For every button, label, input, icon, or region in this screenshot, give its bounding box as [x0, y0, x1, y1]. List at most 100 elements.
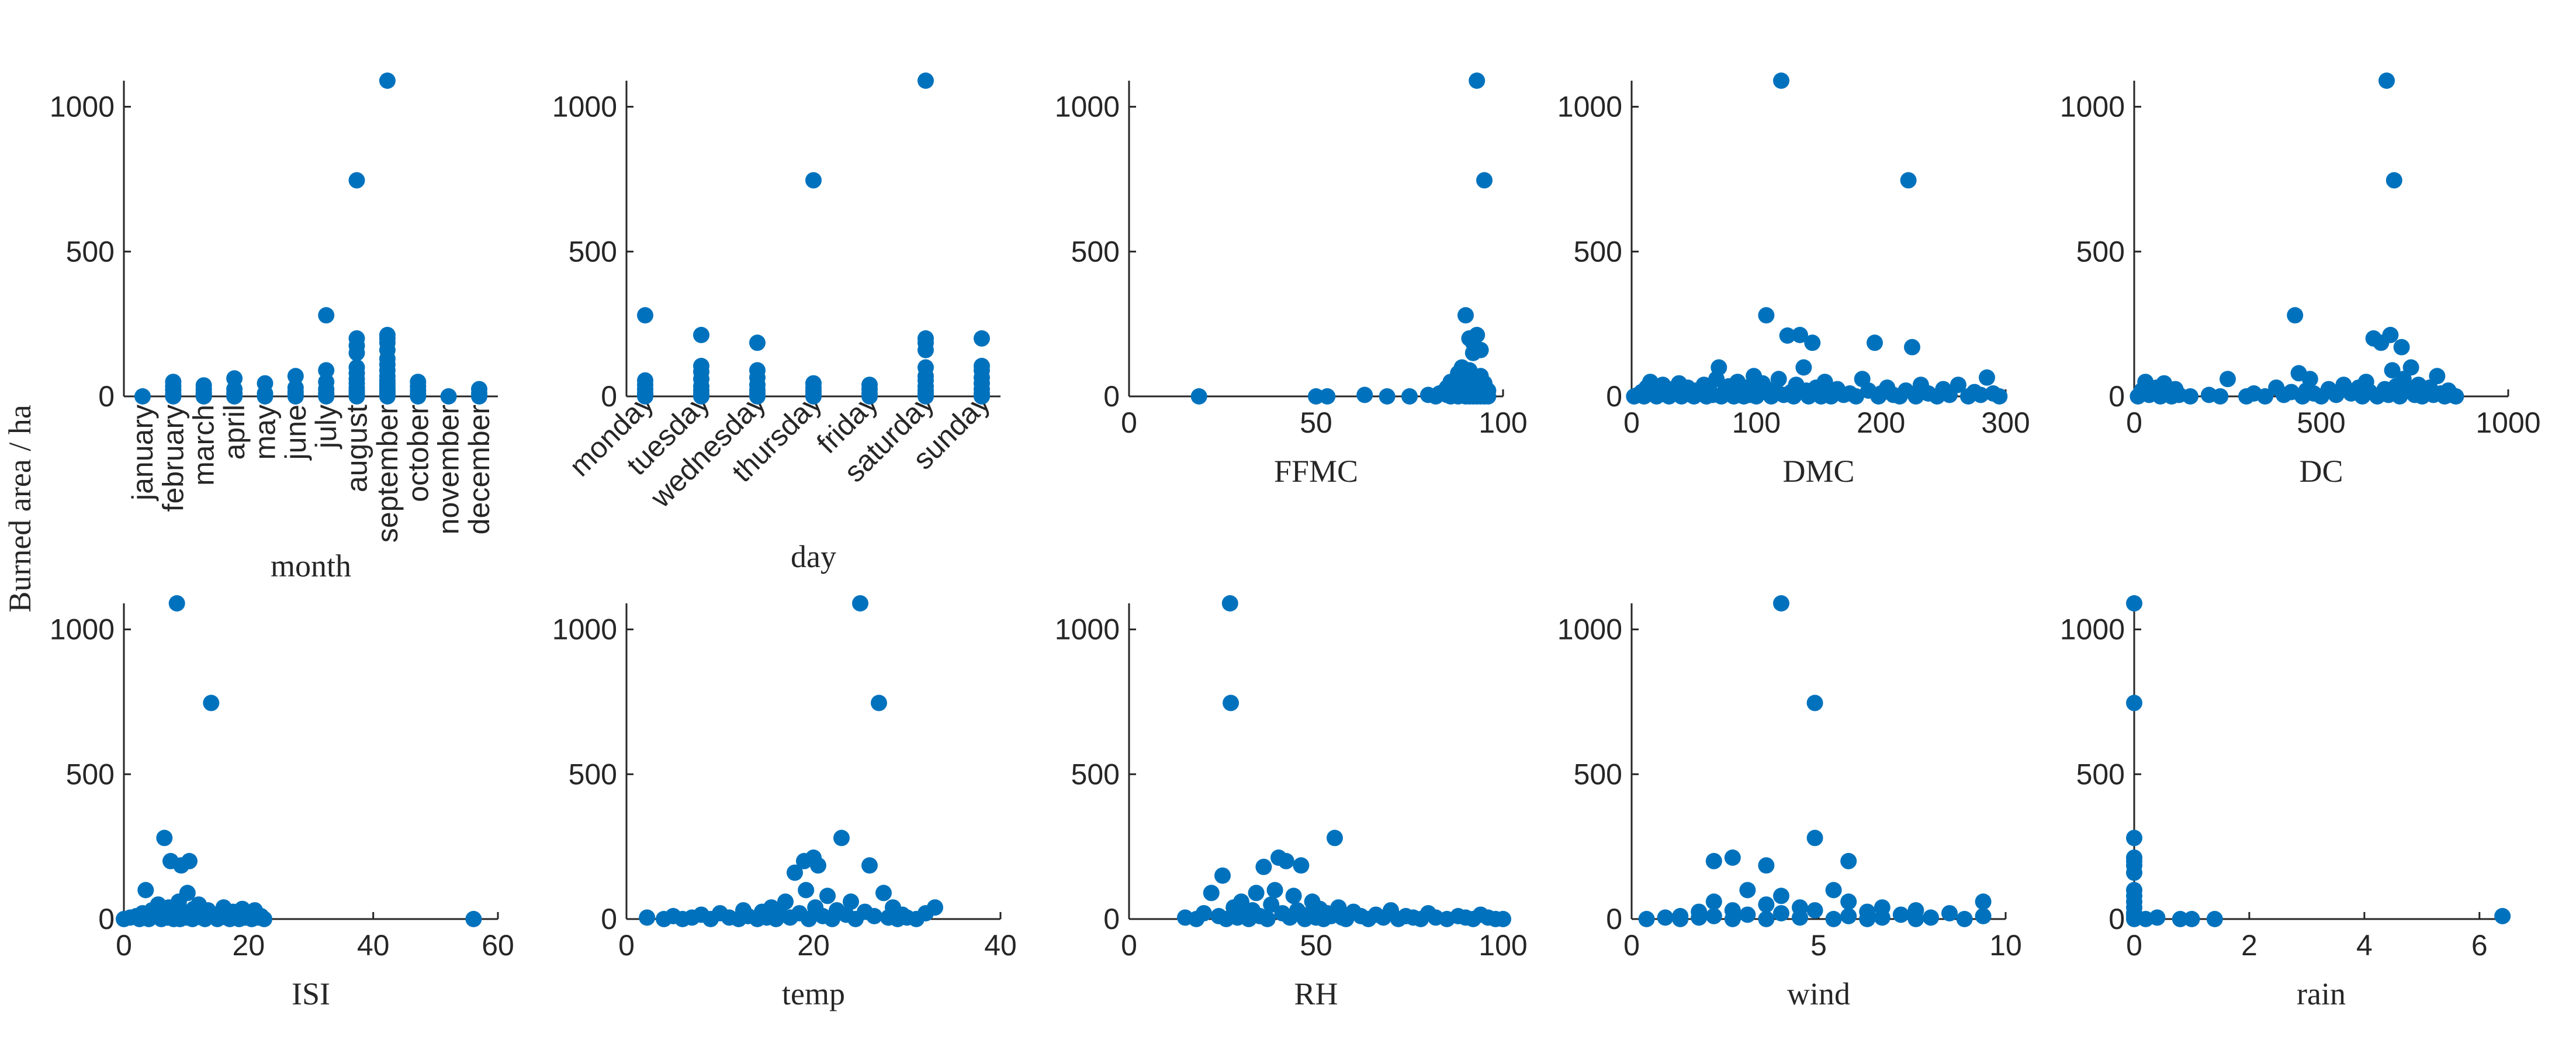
x-tick-label: 1000 — [2475, 406, 2540, 439]
subplot-month: 0 500 1000 januaryfebruarymarchaprilmayjune… — [50, 72, 498, 583]
y-tick-label: 500 — [2076, 235, 2125, 268]
data-point — [2149, 909, 2166, 926]
data-point — [637, 372, 653, 389]
x-axis-label: DMC — [1782, 454, 1854, 489]
data-point — [866, 908, 882, 924]
data-point — [1308, 388, 1324, 405]
data-point — [1758, 307, 1775, 324]
data-point — [1480, 382, 1497, 399]
x-tick-label: january — [126, 405, 159, 502]
y-tick-label: 500 — [1574, 235, 1622, 268]
data-point — [1892, 906, 1909, 923]
y-tick-label: 0 — [601, 380, 617, 413]
data-point — [1770, 371, 1787, 388]
data-point — [156, 830, 173, 847]
data-point — [1792, 909, 1808, 926]
data-point — [1259, 911, 1276, 927]
data-point — [2382, 327, 2399, 343]
data-point — [181, 852, 198, 869]
data-point — [693, 327, 709, 343]
subplot-rain: 0 500 1000 0 2 4 6 rain — [2060, 595, 2511, 1011]
data-point — [1806, 902, 1823, 919]
y-tick-label: 0 — [98, 380, 115, 413]
y-tick-label: 500 — [1071, 235, 1120, 268]
data-point — [1401, 388, 1418, 405]
data-point — [1806, 830, 1823, 847]
data-point — [2182, 388, 2198, 405]
data-point — [1975, 908, 1992, 924]
x-axis-label: DC — [2299, 454, 2343, 489]
data-point — [1840, 908, 1857, 924]
x-tick-label: 0 — [1121, 929, 1137, 962]
x-tick-label: march — [188, 405, 220, 486]
data-point — [819, 887, 836, 904]
data-point — [1848, 388, 1864, 405]
y-tick-label: 1000 — [50, 613, 115, 646]
data-point — [1867, 334, 1883, 351]
data-point — [1638, 911, 1655, 927]
x-axis-label: month — [271, 548, 351, 583]
data-point — [852, 595, 868, 612]
data-point — [1356, 386, 1373, 403]
data-point — [1972, 386, 1989, 403]
subplot-dmc: 0 500 1000 0 100 200 300 DMC — [1557, 72, 2030, 489]
data-point — [871, 695, 887, 711]
data-point — [1196, 905, 1212, 922]
data-point — [2402, 359, 2419, 376]
data-point — [1285, 887, 1302, 904]
data-point — [1773, 595, 1789, 612]
data-point — [1319, 388, 1336, 405]
data-point — [2301, 371, 2318, 388]
y-tick-label: 500 — [66, 235, 115, 268]
data-point — [287, 379, 304, 396]
y-tick-label: 0 — [1103, 903, 1120, 935]
x-tick-label: 100 — [1479, 929, 1527, 962]
data-point — [1266, 882, 1283, 899]
y-tick-label: 1000 — [1055, 91, 1120, 123]
data-point — [348, 330, 365, 347]
data-point — [917, 330, 934, 347]
x-tick-label: 0 — [116, 929, 132, 962]
x-tick-label: december — [463, 405, 496, 534]
data-point — [1956, 911, 1973, 927]
y-tick-label: 500 — [569, 758, 617, 790]
data-point — [1223, 695, 1239, 711]
data-point — [833, 830, 850, 847]
data-point — [749, 334, 766, 351]
data-point — [1255, 858, 1272, 875]
data-point — [810, 857, 826, 874]
data-point — [1724, 849, 1741, 866]
data-point — [1457, 307, 1474, 324]
data-point — [2126, 695, 2142, 711]
y-tick-label: 500 — [66, 758, 115, 790]
data-point — [2287, 307, 2304, 324]
data-point — [1804, 334, 1821, 351]
data-point — [1900, 172, 1917, 189]
data-point — [1859, 911, 1876, 927]
data-point — [318, 374, 335, 391]
x-tick-label: 50 — [1300, 406, 1332, 439]
x-tick-label: 0 — [1623, 406, 1640, 439]
x-axis-label: temp — [782, 976, 845, 1011]
data-point — [203, 695, 220, 711]
data-point — [1739, 906, 1756, 923]
data-point — [440, 388, 457, 405]
data-point — [1672, 911, 1689, 927]
data-point — [2126, 911, 2142, 927]
x-tick-label: 0 — [1121, 406, 1137, 439]
data-point — [749, 362, 766, 379]
data-point — [974, 330, 990, 347]
data-point — [1190, 388, 1207, 405]
data-point — [1221, 595, 1238, 612]
data-point — [917, 359, 934, 376]
y-tick-label: 0 — [2108, 380, 2125, 413]
y-tick-label: 0 — [1606, 380, 1622, 413]
data-point — [1691, 909, 1708, 926]
data-point — [637, 307, 653, 324]
data-point — [1907, 911, 1924, 927]
data-point — [1214, 867, 1231, 884]
x-tick-label: september — [371, 405, 404, 543]
subplot-isi: 0 500 1000 0 20 40 60 ISI — [50, 595, 514, 1011]
data-point — [798, 882, 815, 899]
